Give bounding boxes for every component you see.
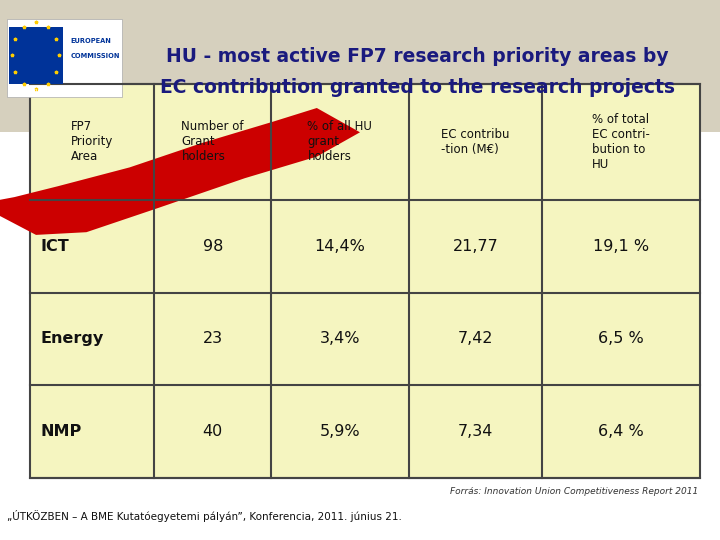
Bar — [0, 0, 720, 132]
Text: EUROPEAN: EUROPEAN — [71, 38, 112, 44]
Bar — [9, 27, 63, 84]
Text: Number of
Grant
holders: Number of Grant holders — [181, 120, 244, 163]
Bar — [30, 84, 700, 478]
Text: 21,77: 21,77 — [453, 239, 498, 254]
Text: FP7
Priority
Area: FP7 Priority Area — [71, 120, 113, 163]
Text: 3,4%: 3,4% — [320, 332, 360, 347]
Text: ICT: ICT — [40, 239, 69, 254]
Text: 98: 98 — [202, 239, 223, 254]
Text: % of all HU
grant
holders: % of all HU grant holders — [307, 120, 372, 163]
Text: Community research: Community research — [9, 88, 75, 93]
Text: NMP: NMP — [40, 424, 81, 439]
Text: Energy: Energy — [40, 332, 104, 347]
Text: 6,5 %: 6,5 % — [598, 332, 644, 347]
Text: 7,42: 7,42 — [458, 332, 493, 347]
Text: 5,9%: 5,9% — [320, 424, 360, 439]
Text: 19,1 %: 19,1 % — [593, 239, 649, 254]
Text: 40: 40 — [202, 424, 222, 439]
Text: „ÚTKÖZBEN – A BME Kutatóegyetemi pályán”, Konferencia, 2011. június 21.: „ÚTKÖZBEN – A BME Kutatóegyetemi pályán”… — [7, 510, 402, 522]
Text: COMMISSION: COMMISSION — [71, 53, 120, 59]
Text: EC contribu
-tion (M€): EC contribu -tion (M€) — [441, 128, 510, 156]
Text: 14,4%: 14,4% — [315, 239, 365, 254]
Bar — [7, 19, 122, 97]
Polygon shape — [0, 0, 360, 235]
Text: % of total
EC contri-
bution to
HU: % of total EC contri- bution to HU — [593, 113, 650, 171]
Text: 23: 23 — [202, 332, 222, 347]
Text: 6,4 %: 6,4 % — [598, 424, 644, 439]
Text: 7,34: 7,34 — [458, 424, 493, 439]
Text: HU - most active FP7 research priority areas by: HU - most active FP7 research priority a… — [166, 47, 669, 66]
Text: Forrás: Innovation Union Competitiveness Report 2011: Forrás: Innovation Union Competitiveness… — [450, 487, 698, 496]
Text: EC contribution granted to the research projects: EC contribution granted to the research … — [160, 78, 675, 97]
